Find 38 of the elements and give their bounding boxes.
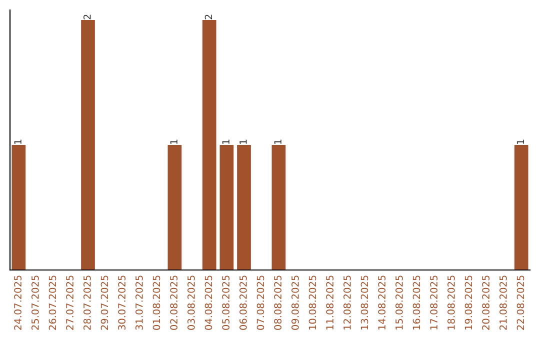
x-tick-label: 02.08.2025 [170,276,178,330]
x-tick-label: 07.08.2025 [256,276,264,330]
x-tick-label: 18.08.2025 [447,276,455,330]
x-tick-label: 03.08.2025 [187,276,195,330]
x-tick-label: 12.08.2025 [343,276,351,330]
data-label: 2 [204,14,212,20]
x-tick-label: 31.07.2025 [135,276,143,330]
x-tick-label: 04.08.2025 [204,276,212,330]
x-tick-label: 19.08.2025 [464,276,472,330]
x-tick-label: 29.07.2025 [100,276,108,330]
x-tick-label: 22.08.2025 [516,276,524,330]
x-tick-label: 26.07.2025 [48,276,56,330]
x-tick-label: 28.07.2025 [83,276,91,330]
x-tick-label: 17.08.2025 [430,276,438,330]
x-tick-label: 15.08.2025 [395,276,403,330]
x-tick-label: 14.08.2025 [378,276,386,330]
x-tick-label: 05.08.2025 [222,276,230,330]
data-label: 1 [222,140,230,144]
x-tick-label: 27.07.2025 [66,276,74,330]
x-tick-label: 06.08.2025 [239,276,247,330]
x-tick-label: 10.08.2025 [308,276,316,330]
x-tick-label: 24.07.2025 [14,276,22,330]
x-tick-label: 13.08.2025 [360,276,368,330]
x-tick-label: 20.08.2025 [482,276,490,330]
data-label: 2 [83,14,91,20]
x-tick-label: 16.08.2025 [412,276,420,330]
data-label: 1 [14,140,22,144]
x-tick-label: 08.08.2025 [274,276,282,330]
data-label: 1 [516,140,524,144]
x-tick-label: 09.08.2025 [291,276,299,330]
data-label: 1 [274,140,282,144]
x-tick-label: 21.08.2025 [499,276,507,330]
x-tick-label: 30.07.2025 [118,276,126,330]
data-label: 1 [170,140,178,144]
x-tick-label: 01.08.2025 [152,276,160,330]
x-tick-label: 11.08.2025 [326,276,334,330]
x-tick-label: 25.07.2025 [31,276,39,330]
data-label: 1 [240,140,247,144]
